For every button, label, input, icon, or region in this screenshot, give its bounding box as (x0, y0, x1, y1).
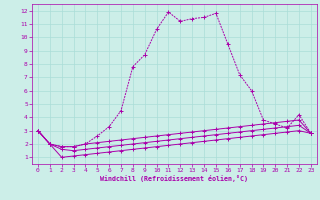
X-axis label: Windchill (Refroidissement éolien,°C): Windchill (Refroidissement éolien,°C) (100, 175, 248, 182)
